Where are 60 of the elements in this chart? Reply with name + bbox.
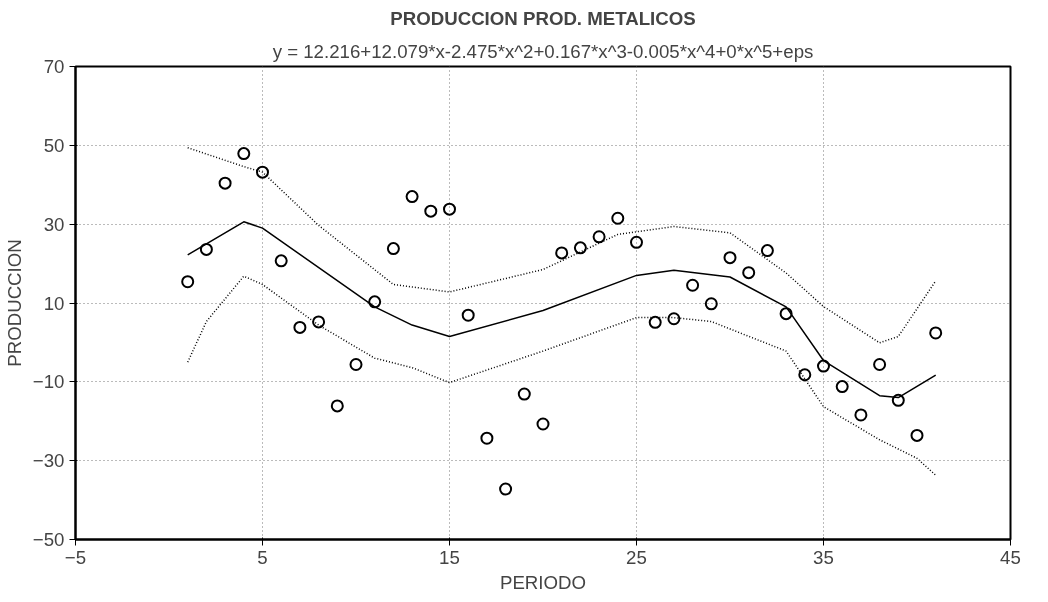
point bbox=[555, 246, 569, 260]
point bbox=[742, 266, 756, 280]
point bbox=[760, 244, 774, 258]
point bbox=[630, 235, 643, 249]
point bbox=[704, 297, 718, 311]
point bbox=[929, 326, 943, 340]
x-tick-label: −5 bbox=[64, 546, 87, 568]
point bbox=[611, 211, 625, 225]
point bbox=[349, 358, 363, 371]
point bbox=[237, 147, 251, 161]
point bbox=[499, 482, 513, 496]
y-tick-label: 10 bbox=[43, 292, 65, 314]
x-tick-label: 45 bbox=[1000, 546, 1021, 568]
point bbox=[405, 190, 419, 204]
point bbox=[386, 242, 400, 256]
x-tick-label: 15 bbox=[439, 546, 460, 568]
point bbox=[181, 275, 195, 289]
x-tick-label: 5 bbox=[257, 546, 268, 568]
point bbox=[910, 428, 924, 442]
chart-title: PRODUCCION PROD. METALICOS bbox=[390, 7, 696, 29]
y-axis-title: PRODUCCION bbox=[3, 239, 25, 367]
line-series bbox=[186, 146, 937, 344]
point bbox=[648, 315, 662, 329]
chart-subtitle: y = 12.216+12.079*x-2.475*x^2+0.167*x^3-0.005*x^4+0*x^5+eps bbox=[272, 40, 814, 62]
point bbox=[312, 315, 326, 329]
point bbox=[480, 431, 494, 445]
point bbox=[835, 380, 849, 394]
y-tick-label: 30 bbox=[43, 213, 65, 235]
line-series bbox=[186, 275, 937, 476]
point bbox=[274, 254, 288, 268]
point bbox=[667, 312, 681, 326]
point bbox=[817, 359, 830, 373]
point bbox=[686, 278, 700, 292]
point bbox=[798, 368, 812, 382]
y-tick-label: −10 bbox=[32, 371, 65, 393]
point bbox=[873, 358, 887, 371]
point bbox=[199, 242, 213, 256]
point bbox=[592, 230, 606, 244]
y-tick-label: 50 bbox=[43, 134, 65, 156]
point bbox=[330, 399, 344, 413]
x-tick-label: 25 bbox=[626, 546, 647, 568]
point bbox=[723, 251, 737, 265]
y-tick-label: 70 bbox=[43, 56, 65, 77]
point bbox=[854, 408, 868, 422]
point bbox=[424, 204, 438, 218]
point bbox=[461, 308, 475, 322]
point bbox=[293, 320, 307, 334]
point bbox=[256, 165, 269, 179]
x-axis-title: PERIODO bbox=[499, 571, 587, 593]
point bbox=[368, 295, 382, 309]
point bbox=[443, 202, 456, 216]
point bbox=[517, 387, 531, 401]
point bbox=[779, 307, 793, 321]
y-tick-label: −30 bbox=[32, 450, 65, 472]
point bbox=[891, 393, 905, 407]
y-tick-label: −50 bbox=[32, 529, 65, 550]
point bbox=[536, 417, 550, 431]
point bbox=[573, 241, 587, 255]
point bbox=[218, 176, 232, 190]
x-tick-label: 35 bbox=[813, 546, 834, 568]
